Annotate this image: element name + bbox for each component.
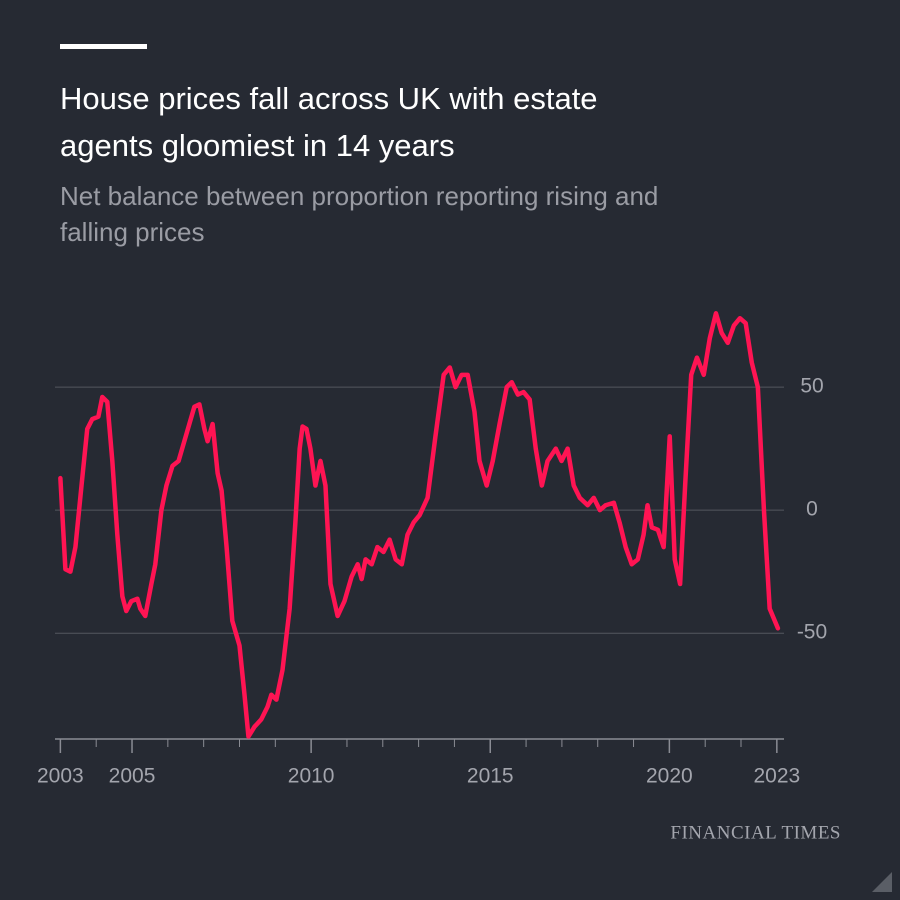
y-tick-label: 50 [800,375,823,398]
y-tick-label: -50 [797,621,827,644]
x-tick-label: 2005 [109,765,156,788]
line-series [58,311,781,739]
chart-subtitle: Net balance between proportion reporting… [60,181,658,211]
x-tick-label: 2015 [467,765,514,788]
chart-subtitle: falling prices [60,217,205,247]
chart-title: agents gloomiest in 14 years [60,128,455,163]
x-tick-label: 2003 [37,765,84,788]
title-rule [60,44,147,49]
chart-title: House prices fall across UK with estate [60,81,598,116]
source: FINANCIAL TIMES [670,822,841,843]
x-tick-label: 2020 [646,765,693,788]
x-tick-label: 2010 [288,765,335,788]
y-tick-label: 0 [806,498,818,521]
corner-icon [872,872,892,892]
x-tick-label: 2023 [753,765,800,788]
